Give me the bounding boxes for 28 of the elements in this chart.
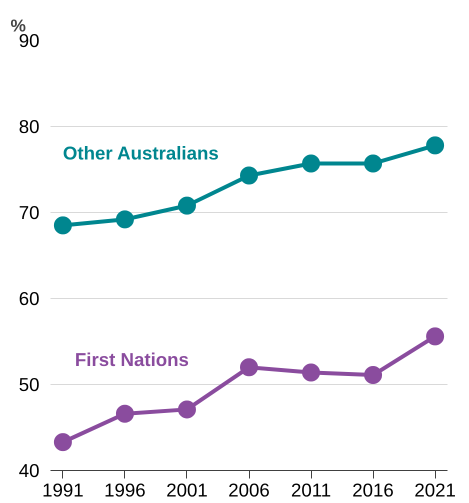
- y-tick-label: 70: [18, 202, 40, 223]
- y-tick-label: 50: [18, 374, 40, 395]
- point: [54, 216, 72, 234]
- y-tick-label: 80: [18, 116, 40, 137]
- y-tick-label: 60: [18, 288, 40, 309]
- point: [116, 404, 134, 423]
- point: [302, 363, 320, 382]
- point: [240, 166, 258, 185]
- point: [364, 154, 382, 172]
- x-tick-label: 2001: [166, 480, 208, 500]
- x-tick-label: 2016: [352, 480, 394, 500]
- point: [116, 210, 134, 228]
- point: [426, 136, 444, 154]
- point: [364, 366, 382, 384]
- point: [54, 433, 72, 452]
- x-tick-label: 1996: [104, 480, 146, 500]
- x-tick-label: 1991: [42, 480, 84, 500]
- point: [426, 327, 444, 346]
- x-tick-label: 2011: [290, 480, 332, 500]
- series-label: Other Australians: [62, 142, 219, 164]
- point: [178, 400, 196, 418]
- series-label: First Nations: [74, 349, 189, 370]
- y-tick-label: 40: [18, 460, 40, 481]
- point: [302, 154, 320, 172]
- point: [240, 358, 258, 376]
- x-tick-label: 2006: [228, 480, 270, 500]
- x-tick-label: 2021: [414, 480, 456, 500]
- point: [178, 196, 196, 215]
